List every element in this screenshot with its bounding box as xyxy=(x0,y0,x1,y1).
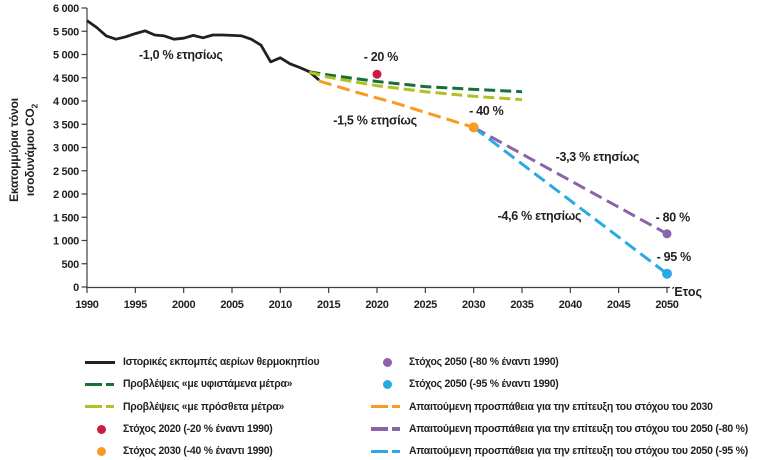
series-4 xyxy=(472,126,668,236)
y-tick-label: 6 000 xyxy=(53,3,79,15)
x-tick-label: 2020 xyxy=(365,299,388,311)
y-tick-label: 4 500 xyxy=(53,73,79,85)
y-axis-title-subscript: 2 xyxy=(29,103,40,109)
legend-line-swatch xyxy=(371,427,403,431)
annotation-6: - 80 % xyxy=(656,211,691,225)
target-dot-2 xyxy=(662,229,672,239)
legend-item: Προβλέψεις «με υφιστάμενα μέτρα» xyxy=(85,373,330,395)
y-tick-label: 5 500 xyxy=(53,26,79,38)
annotation-4: -3,3 % ετησίως xyxy=(556,150,640,164)
legend-item: Στόχος 2050 (-95 % έναντι 1990) xyxy=(371,373,762,395)
legend-item: Στόχος 2030 (-40 % έναντι 1990) xyxy=(85,440,330,460)
x-tick-label: 2030 xyxy=(462,299,485,311)
series-2 xyxy=(308,70,523,102)
legend-dot-swatch xyxy=(85,446,117,456)
series-5 xyxy=(472,126,668,275)
y-tick-label: 3 000 xyxy=(53,143,79,155)
y-axis-title-line1: Εκατομμύρια τόνοι xyxy=(7,98,21,202)
chart-svg: 0 500 1 000 1 500 2 000 2 500 3 000 3 500 4 000 4… xyxy=(53,3,702,311)
legend-label: Απαιτούμενη προσπάθεια για την επίτευξη … xyxy=(409,445,748,458)
legend-line-swatch xyxy=(85,404,117,409)
legend-item: Ιστορικές εκπομπές αερίων θερμοκηπίου xyxy=(85,351,330,373)
legend-column-left: Ιστορικές εκπομπές αερίων θερμοκηπίου Προ… xyxy=(85,351,330,460)
legend-item: Στόχος 2050 (-80 % έναντι 1990) xyxy=(371,351,762,373)
legend-line-swatch xyxy=(371,449,403,454)
legend-item: Απαιτούμενη προσπάθεια για την επίτευξη … xyxy=(371,396,762,418)
x-tick-label: 2045 xyxy=(607,299,630,311)
y-tick-label: 2 500 xyxy=(53,166,79,178)
annotation-3: - 40 % xyxy=(469,104,504,118)
annotation-1: - 20 % xyxy=(364,50,399,64)
y-tick-label: 2 000 xyxy=(53,189,79,201)
legend-label: Προβλέψεις «με υφιστάμενα μέτρα» xyxy=(123,378,293,391)
x-tick-label: 1995 xyxy=(124,299,147,311)
legend-dot-swatch xyxy=(85,424,117,434)
x-tick-label: 2000 xyxy=(172,299,195,311)
legend-line-swatch xyxy=(371,404,403,409)
x-tick-label: 2035 xyxy=(510,299,533,311)
legend-dot-swatch xyxy=(371,357,403,367)
legend-label: Στόχος 2020 (-20 % έναντι 1990) xyxy=(123,423,273,436)
legend-dot-swatch xyxy=(371,379,403,389)
legend-label: Απαιτούμενη προσπάθεια για την επίτευξη … xyxy=(409,423,748,436)
annotation-0: -1,0 % ετησίως xyxy=(139,48,223,62)
legend-item: Απαιτούμενη προσπάθεια για την επίτευξη … xyxy=(371,418,762,440)
y-tick-label: 0 xyxy=(73,282,79,294)
legend-column-right: Στόχος 2050 (-80 % έναντι 1990) Στόχος 20… xyxy=(371,351,762,460)
series-0 xyxy=(86,19,320,82)
legend-label: Προβλέψεις «με πρόσθετα μέτρα» xyxy=(123,400,285,413)
y-axis-title-line2: ισοδυνάμου CO xyxy=(23,108,37,197)
x-tick-label: 2010 xyxy=(269,299,292,311)
target-dot-1 xyxy=(468,122,479,133)
annotation-5: -4,6 % ετησίως xyxy=(498,209,582,223)
target-dot-3 xyxy=(662,268,672,279)
y-axis-title: Εκατομμύρια τόνοι ισοδυνάμου CO2 xyxy=(6,75,40,225)
x-axis-title: Έτος xyxy=(672,285,702,299)
target-dot-0 xyxy=(372,69,382,79)
legend-label: Στόχος 2050 (-80 % έναντι 1990) xyxy=(409,356,559,369)
x-tick-label: 2005 xyxy=(220,299,243,311)
series-3 xyxy=(318,79,475,129)
legend-label: Στόχος 2050 (-95 % έναντι 1990) xyxy=(409,378,559,391)
annotation-7: - 95 % xyxy=(657,250,692,264)
y-tick-label: 500 xyxy=(62,259,80,271)
y-tick-label: 3 500 xyxy=(53,119,79,131)
y-tick-label: 5 000 xyxy=(53,50,79,62)
x-tick-label: 2015 xyxy=(317,299,340,311)
y-tick-label: 4 000 xyxy=(53,96,79,108)
x-tick-label: 2025 xyxy=(414,299,437,311)
legend-item: Στόχος 2020 (-20 % έναντι 1990) xyxy=(85,418,330,440)
y-tick-label: 1 000 xyxy=(53,236,79,248)
legend-label: Ιστορικές εκπομπές αερίων θερμοκηπίου xyxy=(123,356,320,369)
series-1 xyxy=(309,70,523,94)
annotation-2: -1,5 % ετησίως xyxy=(333,114,417,128)
x-tick-label: 2050 xyxy=(655,299,678,311)
legend-label: Στόχος 2030 (-40 % έναντι 1990) xyxy=(123,445,273,458)
y-tick-label: 1 500 xyxy=(53,212,79,224)
legend-line-swatch xyxy=(85,382,117,387)
legend-item: Προβλέψεις «με πρόσθετα μέτρα» xyxy=(85,396,330,418)
legend-line-swatch xyxy=(85,360,117,364)
legend-label: Απαιτούμενη προσπάθεια για την επίτευξη … xyxy=(409,400,713,413)
x-tick-label: 2040 xyxy=(559,299,582,311)
legend-item: Απαιτούμενη προσπάθεια για την επίτευξη … xyxy=(371,440,762,460)
x-tick-label: 1990 xyxy=(75,299,98,311)
